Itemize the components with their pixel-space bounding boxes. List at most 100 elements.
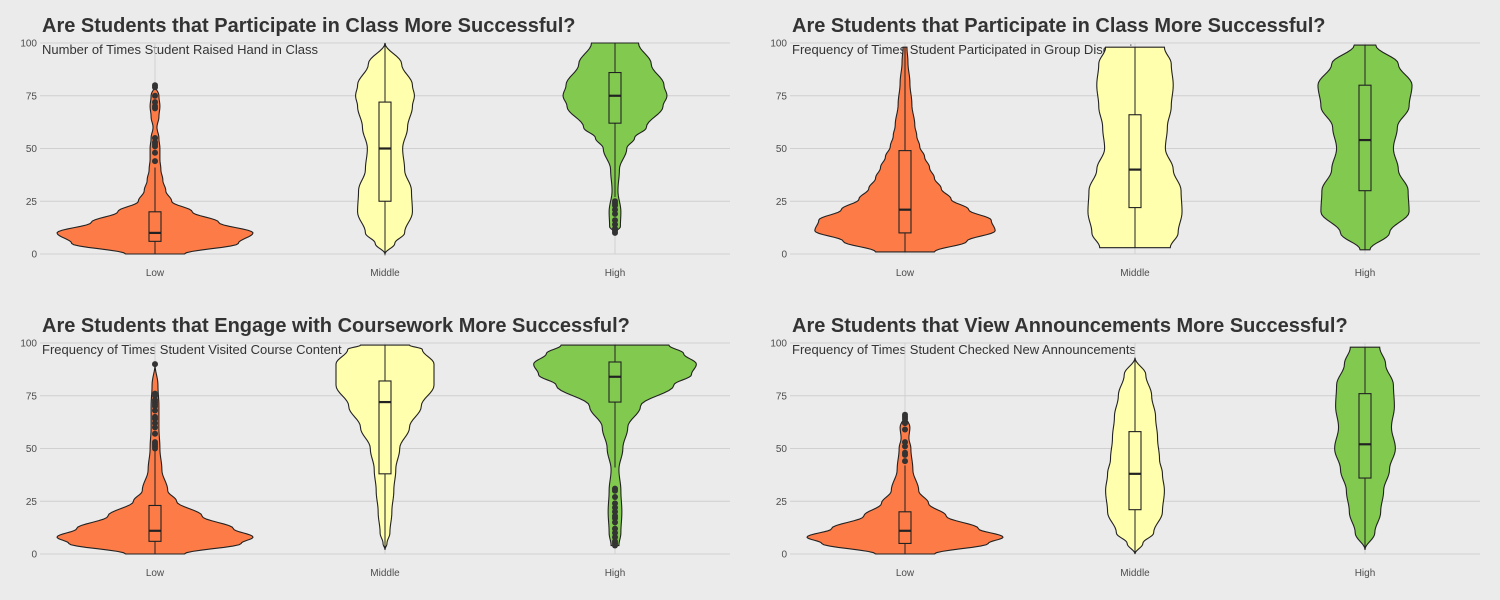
y-tick-label: 100	[20, 339, 37, 350]
chart-panel-announcements: Are Students that View Announcements Mor…	[750, 300, 1500, 600]
y-tick-label: 50	[26, 444, 38, 455]
outlier-point	[612, 485, 618, 492]
violin-plot: 0 25 50 75 100 Low Middle High	[770, 339, 1480, 579]
y-tick-label: 75	[776, 91, 788, 102]
x-tick-label: Low	[896, 568, 915, 579]
y-tick-label: 0	[31, 250, 37, 261]
y-tick-label: 100	[770, 339, 787, 350]
outlier-point	[902, 443, 908, 450]
chart-subtitle: Number of Times Student Raised Hand in C…	[42, 42, 319, 57]
chart-panel-course-content: Are Students that Engage with Coursework…	[0, 300, 750, 600]
x-tick-label: High	[1355, 568, 1376, 579]
outlier-point	[612, 529, 618, 536]
x-tick-label: Low	[146, 568, 165, 579]
outlier-point	[152, 390, 158, 397]
box-iqr	[1128, 431, 1142, 511]
y-tick-label: 50	[776, 144, 788, 155]
violin-plot: 0 25 50 75 100 Low Middle High	[770, 39, 1480, 279]
outlier-point	[152, 439, 158, 446]
outlier-point	[152, 134, 158, 141]
chart-subtitle: Frequency of Times Student Participated …	[792, 42, 1147, 57]
y-tick-label: 25	[776, 197, 788, 208]
violin-high	[1317, 44, 1413, 251]
outlier-point	[612, 494, 618, 501]
outlier-point	[152, 92, 158, 99]
x-tick-label: High	[605, 268, 626, 279]
outlier-point	[152, 396, 158, 403]
outlier-point	[612, 206, 618, 213]
x-tick-label: High	[1355, 268, 1376, 279]
box-iqr	[898, 511, 912, 545]
outlier-point	[152, 99, 158, 106]
y-tick-label: 75	[26, 391, 38, 402]
y-tick-label: 0	[781, 550, 787, 561]
outlier-point	[152, 420, 158, 427]
outlier-point	[152, 158, 158, 165]
outlier-point	[902, 458, 908, 465]
box-iqr	[1358, 393, 1372, 479]
outlier-point	[612, 210, 618, 217]
chart-panel-discussion: Are Students that Participate in Class M…	[750, 0, 1500, 300]
x-tick-label: Middle	[370, 568, 400, 579]
outlier-point	[152, 430, 158, 437]
y-tick-label: 0	[31, 550, 37, 561]
chart-subtitle: Frequency of Times Student Visited Cours…	[42, 342, 342, 357]
outlier-point	[152, 139, 158, 146]
x-tick-label: Low	[146, 268, 165, 279]
outlier-point	[612, 225, 618, 232]
violin-plot: 0 25 50 75 100 Low Middle High	[20, 39, 730, 279]
outlier-point	[612, 525, 618, 532]
chart-title: Are Students that Participate in Class M…	[42, 15, 576, 37]
outlier-point	[612, 504, 618, 511]
outlier-point	[612, 519, 618, 526]
outlier-point	[902, 420, 908, 427]
y-tick-label: 0	[781, 250, 787, 261]
box-iqr	[378, 101, 392, 202]
y-tick-label: 50	[776, 444, 788, 455]
violin-middle	[335, 344, 435, 550]
x-tick-label: Low	[896, 268, 915, 279]
box-iqr	[148, 504, 162, 542]
violin-middle	[1105, 357, 1165, 555]
outlier-point	[612, 534, 618, 541]
outlier-point	[902, 449, 908, 456]
box-iqr	[898, 150, 912, 234]
violin-middle	[1087, 46, 1183, 249]
outlier-point	[152, 149, 158, 156]
outlier-point	[612, 217, 618, 224]
y-tick-label: 75	[776, 391, 788, 402]
outlier-point	[152, 407, 158, 414]
outlier-point	[902, 411, 908, 418]
outlier-point	[152, 82, 158, 89]
chart-title: Are Students that Engage with Coursework…	[42, 315, 630, 337]
x-tick-label: High	[605, 568, 626, 579]
box-iqr	[608, 71, 622, 124]
chart-title: Are Students that View Announcements Mor…	[792, 315, 1348, 337]
violin-plot: 0 25 50 75 100 Low Middle High	[20, 339, 730, 579]
x-tick-label: Middle	[1120, 268, 1150, 279]
outlier-point	[902, 426, 908, 433]
outlier-point	[152, 413, 158, 420]
box-iqr	[1358, 84, 1372, 192]
y-tick-label: 100	[20, 39, 37, 50]
chart-title: Are Students that Participate in Class M…	[792, 15, 1326, 37]
box-iqr	[378, 380, 392, 475]
outlier-point	[612, 538, 618, 545]
x-tick-label: Middle	[1120, 568, 1150, 579]
outlier-point	[612, 500, 618, 507]
y-tick-label: 100	[770, 39, 787, 50]
outlier-point	[152, 103, 158, 110]
outlier-point	[152, 361, 158, 368]
chart-subtitle: Frequency of Times Student Checked New A…	[792, 342, 1136, 357]
y-tick-label: 50	[26, 144, 38, 155]
box-iqr	[148, 211, 162, 242]
y-tick-label: 25	[26, 197, 38, 208]
y-tick-label: 25	[26, 497, 38, 508]
x-tick-label: Middle	[370, 268, 400, 279]
outlier-point	[152, 424, 158, 431]
box-iqr	[1128, 114, 1142, 209]
chart-panel-raised-hand: Are Students that Participate in Class M…	[0, 0, 750, 300]
outlier-point	[612, 513, 618, 520]
outlier-point	[902, 439, 908, 446]
